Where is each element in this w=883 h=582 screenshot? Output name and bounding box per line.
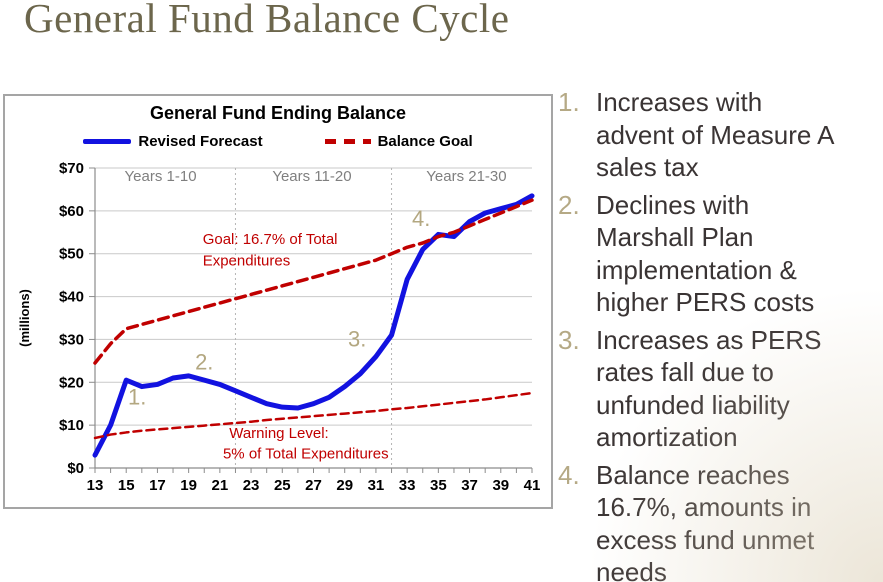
note-text: Balance reaches 16.7%, amounts in excess…: [596, 459, 815, 582]
y-tick-label: $40: [59, 289, 84, 306]
line-chart-plot: $0 $10 $20 $30 $40 $50 $60 $70 13 15 17 19 21 23 25 27 2…: [17, 160, 541, 494]
legend-label-revised-forecast: Revised Forecast: [138, 133, 263, 150]
chart-annotation: 1.: [128, 385, 146, 410]
chart-annotation: 5% of Total Expenditures: [223, 446, 389, 463]
x-tick-label: 27: [305, 477, 322, 494]
chart-annotation: Goal: 16.7% of Total: [203, 231, 338, 248]
note-item-3: 3. Increases as PERS rates fall due to u…: [558, 324, 882, 454]
y-tick-label: $60: [59, 203, 84, 220]
y-tick-label: $10: [59, 417, 84, 434]
section-label: Years 11-20: [272, 168, 351, 185]
x-tick-label: 23: [243, 477, 260, 494]
section-label: Years 1-10: [125, 168, 197, 185]
note-text: Increases as PERS rates fall due to unfu…: [596, 324, 822, 453]
note-number: 1.: [558, 87, 580, 117]
note-item-2: 2. Declines with Marshall Plan implement…: [558, 189, 882, 319]
x-tick-label: 13: [87, 477, 104, 494]
chart-annotation: Expenditures: [203, 252, 291, 269]
legend-label-balance-goal: Balance Goal: [377, 133, 473, 150]
note-number: 3.: [558, 324, 580, 355]
y-tick-label: $0: [67, 460, 84, 477]
x-tick-label: 29: [336, 477, 353, 494]
chart-annotation: Warning Level:: [229, 425, 329, 442]
notes-list: 1. Increases with advent of Measure A sa…: [558, 86, 882, 582]
note-item-4: 4. Balance reaches 16.7%, amounts in exc…: [558, 459, 882, 582]
balance-goal-line: [93, 198, 534, 365]
chart-annotation: 4.: [412, 206, 430, 231]
note-item-1: 1. Increases with advent of Measure A sa…: [558, 86, 882, 184]
note-text: Declines with Marshall Plan implementati…: [596, 189, 815, 318]
chart-annotation: 2.: [195, 349, 213, 374]
note-text: Increases with advent of Measure A sales…: [596, 87, 835, 182]
solid-line-swatch-icon: [83, 139, 132, 144]
chart-panel: General Fund Ending Balance Revised Fore…: [3, 94, 553, 509]
y-axis-title: (millions): [17, 289, 32, 347]
note-number: 4.: [558, 459, 580, 490]
y-tick-label: $20: [59, 374, 84, 391]
note-number: 2.: [558, 189, 580, 220]
section-label: Years 21-30: [426, 168, 506, 185]
x-tick-label: 19: [180, 477, 197, 494]
warning-level-line: [93, 391, 534, 440]
legend-item-balance-goal: Balance Goal: [324, 133, 473, 150]
x-tick-label: 35: [430, 477, 447, 494]
y-tick-label: $50: [59, 246, 84, 263]
legend-item-revised-forecast: Revised Forecast: [83, 133, 263, 150]
x-tick-label: 21: [212, 477, 229, 494]
y-tick-label: $30: [59, 331, 84, 348]
chart-title: General Fund Ending Balance: [149, 103, 407, 123]
x-tick-label: 25: [274, 477, 291, 494]
chart-legend: Revised Forecast Balance Goal: [5, 133, 551, 150]
y-tick-label: $70: [59, 160, 84, 177]
chart-annotation: 3.: [348, 327, 366, 352]
x-tick-label: 31: [368, 477, 385, 494]
x-tick-label: 15: [118, 477, 135, 494]
x-tick-label: 33: [399, 477, 416, 494]
x-tick-label: 39: [492, 477, 509, 494]
x-tick-label: 37: [461, 477, 478, 494]
x-tick-label: 17: [149, 477, 166, 494]
x-tick-label: 41: [524, 477, 541, 494]
page-title: General Fund Balance Cycle: [24, 0, 510, 41]
dashed-line-swatch-icon: [324, 139, 371, 144]
